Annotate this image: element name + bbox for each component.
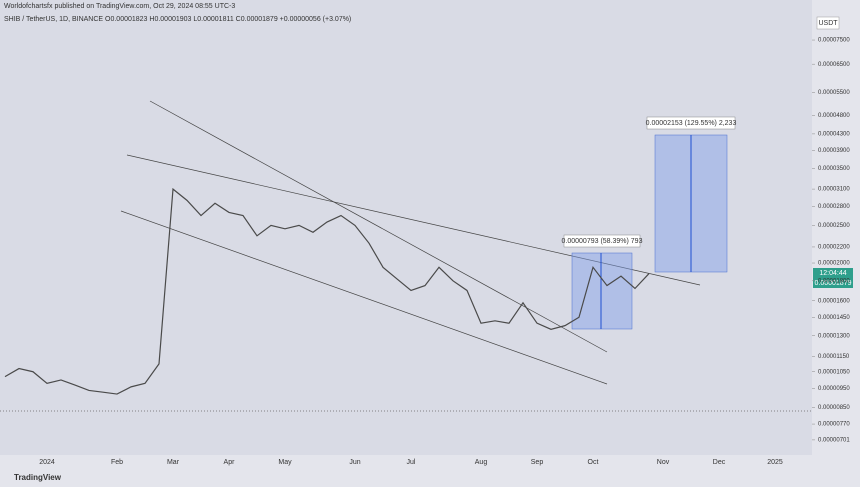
- trendline: [149, 100, 608, 353]
- measure-label: 0.00002153 (129.55%) 2,233: [646, 120, 737, 127]
- x-tick-label: 2025: [767, 459, 783, 466]
- x-tick-label: Oct: [588, 459, 599, 466]
- y-tick-label: 0.00001150: [818, 354, 850, 360]
- x-tick-label: Mar: [167, 459, 180, 466]
- x-tick-label: Nov: [657, 459, 670, 466]
- y-tick-label: 0.00000701: [818, 437, 850, 443]
- x-tick-label: Sep: [531, 459, 544, 466]
- symbol-line: SHIB / TetherUS, 1D, BINANCE O0.00001823…: [4, 16, 351, 23]
- price-label-box: [813, 268, 853, 288]
- x-tick-label: Jun: [349, 459, 360, 466]
- price-line: [4, 187, 650, 395]
- y-tick-label: 0.00003900: [818, 148, 850, 154]
- y-tick-label: 0.00000770: [818, 422, 850, 428]
- y-tick-label: 0.00001450: [818, 315, 850, 321]
- currency-box[interactable]: [816, 16, 840, 30]
- y-tick-label: 0.00002000: [818, 261, 850, 267]
- y-tick-label: 0.00003500: [818, 166, 850, 172]
- measure-box: [571, 252, 633, 330]
- x-tick-label: 2024: [39, 459, 55, 466]
- x-tick-label: Jul: [407, 459, 416, 466]
- price-label: 0.00001879: [815, 280, 852, 287]
- y-tick-label: 0.00001300: [818, 333, 850, 339]
- y-tick-label: 0.00005500: [818, 90, 850, 96]
- measure-label: 0.00000793 (58.39%) 793: [562, 238, 643, 245]
- trendline: [126, 154, 701, 286]
- y-tick-label: 0.00006500: [818, 62, 850, 68]
- brand: TradingView: [14, 473, 62, 482]
- y-tick-label: 0.00000850: [818, 405, 850, 411]
- time-axis: [0, 455, 860, 487]
- y-tick-label: 0.00007500: [818, 38, 850, 44]
- x-tick-label: May: [278, 459, 292, 466]
- y-tick-label: 0.00001050: [818, 369, 850, 375]
- y-tick-label: 0.00000950: [818, 386, 850, 392]
- y-tick-label: 0.00002200: [818, 245, 850, 251]
- x-tick-label: Aug: [475, 459, 488, 466]
- y-tick-label: 0.00001800: [818, 278, 850, 284]
- y-tick-label: 0.00001600: [818, 298, 850, 304]
- price-label: 12:04:44: [819, 270, 846, 277]
- y-tick-label: 0.00003100: [818, 187, 850, 193]
- y-tick-label: 0.00002500: [818, 223, 850, 229]
- measure-label-box: [563, 234, 641, 248]
- x-tick-label: Dec: [713, 459, 726, 466]
- price-axis: [812, 0, 860, 487]
- x-tick-label: Feb: [111, 459, 123, 466]
- y-tick-label: 0.00004300: [818, 131, 850, 137]
- header: Worldofchartsfx published on TradingView…: [4, 3, 235, 10]
- y-tick-label: 0.00002800: [818, 204, 850, 210]
- y-tick-label: 0.00004800: [818, 113, 850, 119]
- trendline: [120, 210, 608, 385]
- currency[interactable]: USDT: [818, 20, 838, 27]
- measure-label-box: [646, 116, 736, 130]
- x-tick-label: Apr: [224, 459, 236, 466]
